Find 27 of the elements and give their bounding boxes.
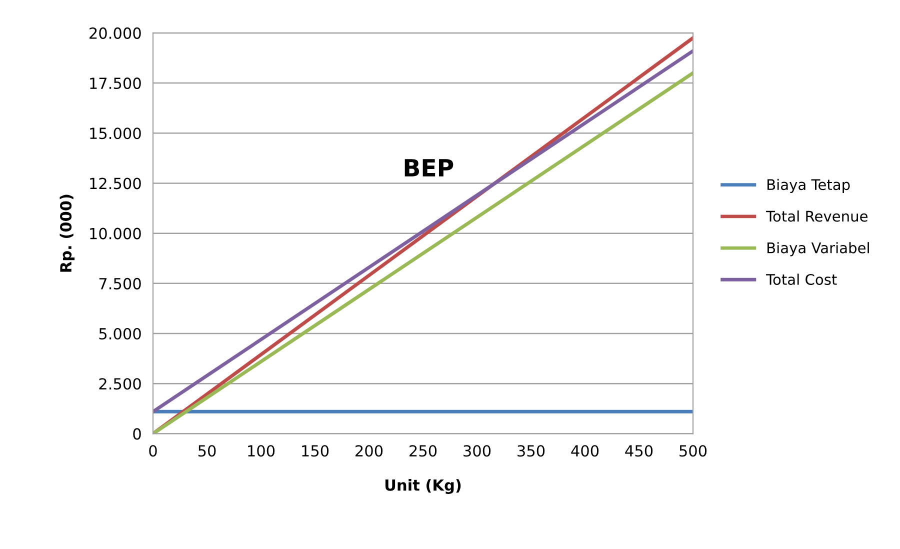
x-tick-label: 250 xyxy=(410,445,437,457)
x-tick-label: 500 xyxy=(680,445,707,457)
x-tick-label: 0 xyxy=(149,445,157,457)
y-axis-title: Rp. (000) xyxy=(60,194,75,272)
y-tick-label: 10.000 xyxy=(90,228,141,240)
y-tick-label: 12.500 xyxy=(90,178,141,190)
x-tick-label: 350 xyxy=(518,445,545,457)
x-tick-label: 150 xyxy=(302,445,329,457)
legend-label: Biaya Tetap xyxy=(768,178,850,193)
y-tick-label: 20.000 xyxy=(90,27,141,39)
x-tick-label: 50 xyxy=(198,445,216,457)
x-tick-label: 400 xyxy=(571,445,599,457)
x-tick-label: 100 xyxy=(248,445,275,457)
x-tick-label: 300 xyxy=(464,445,491,457)
x-axis-title: Unit (Kg) xyxy=(385,479,461,494)
legend-label: Total Cost xyxy=(766,274,837,285)
legend-label: Total Revenue xyxy=(766,210,868,222)
legend-label: Biaya Variabel xyxy=(768,242,869,256)
y-tick-label: 17.500 xyxy=(90,78,141,90)
x-tick-label: 450 xyxy=(625,445,653,457)
y-tick-label: 0 xyxy=(133,428,141,440)
y-tick-label: 7.500 xyxy=(99,278,141,290)
x-tick-label: 200 xyxy=(356,445,383,457)
y-tick-label: 15.000 xyxy=(90,128,141,140)
y-tick-label: 5.000 xyxy=(99,328,141,340)
annotation: BEP xyxy=(404,159,454,176)
y-tick-label: 2.500 xyxy=(99,378,141,390)
